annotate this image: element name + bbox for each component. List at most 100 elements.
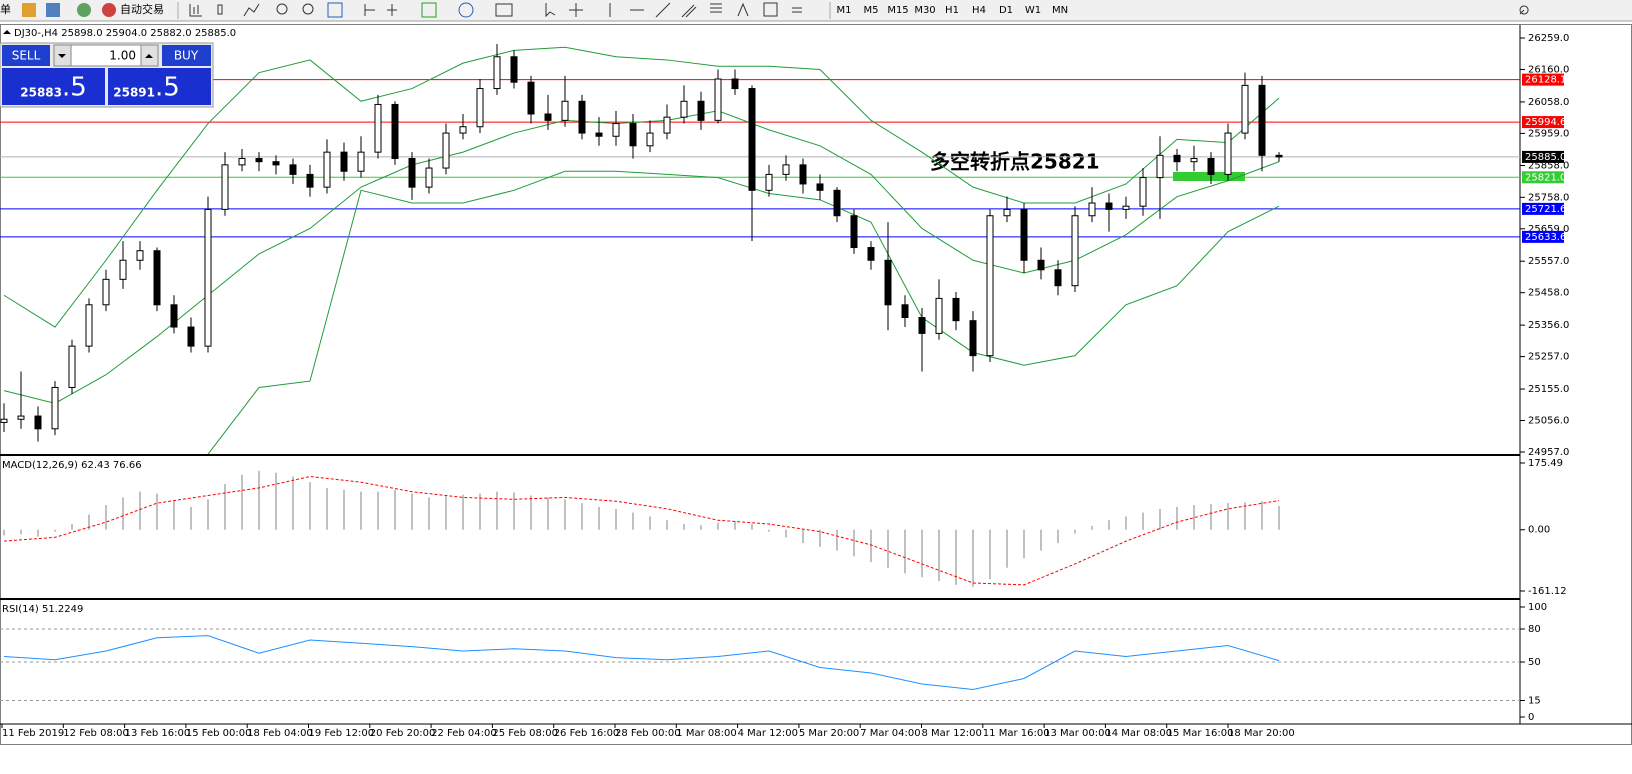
annotation: 多空转折点25821 <box>930 150 1100 174</box>
timeframes: M1 M5 M15 M30 H1 H4 D1 W1 MN <box>837 5 1069 16</box>
candle-body <box>578 100 586 134</box>
autotrade-icon[interactable] <box>102 3 116 17</box>
rsi-line <box>3 635 1280 691</box>
candle-body <box>306 173 314 188</box>
icon[interactable] <box>737 2 749 17</box>
layer <box>0 44 1283 454</box>
candle-body <box>527 81 535 115</box>
candle-body <box>1088 202 1096 217</box>
icon[interactable] <box>243 3 260 17</box>
candle-body <box>1275 154 1283 158</box>
autotrade-button[interactable]: 自动交易 <box>120 2 164 16</box>
layer <box>3 470 1280 587</box>
y-tick-label: 26058.0 <box>1528 97 1569 108</box>
candle-body <box>170 304 178 328</box>
timeframe-button[interactable]: M30 <box>914 5 935 16</box>
candle-body <box>1139 177 1147 207</box>
candle-body <box>1241 84 1249 134</box>
rsi-label: RSI(14) 51.2249 <box>2 604 83 615</box>
y-tick-label: 100 <box>1528 602 1547 613</box>
sell-label[interactable]: SELL <box>12 49 41 63</box>
y-tick-label: 25155.0 <box>1528 384 1569 395</box>
y-tick-label: 25758.0 <box>1528 192 1569 203</box>
timeframe-button[interactable]: M15 <box>887 5 908 16</box>
toolbar-icons <box>177 2 1529 19</box>
candle-body <box>884 259 892 306</box>
timeframe-button[interactable]: W1 <box>1025 5 1041 16</box>
timeframe-button[interactable]: M1 <box>837 5 852 16</box>
icon[interactable] <box>421 2 437 18</box>
icon[interactable] <box>495 3 513 17</box>
icon[interactable] <box>217 4 223 15</box>
sell-price-box[interactable] <box>2 68 105 105</box>
icon[interactable] <box>46 3 60 17</box>
level-label: 25885.0 <box>1525 152 1566 163</box>
x-tick-label: 13 Mar 00:00 <box>1044 728 1111 739</box>
icon[interactable] <box>458 2 474 18</box>
annotation-zone <box>1173 172 1245 181</box>
icon[interactable] <box>77 3 91 17</box>
y-tick-label: 25858.0 <box>1528 161 1569 172</box>
icon[interactable] <box>792 7 802 13</box>
menu-item[interactable]: 单 <box>0 3 11 16</box>
sell-button[interactable] <box>2 45 50 66</box>
candle-body <box>493 56 501 90</box>
timeframe-button[interactable]: MN <box>1052 5 1068 16</box>
candle-body <box>1224 132 1232 175</box>
candle-body <box>238 158 246 166</box>
candle-body <box>510 56 518 83</box>
y-tick-label: 25557.0 <box>1528 256 1569 267</box>
icon[interactable] <box>763 2 778 17</box>
x-tick-label: 11 Mar 16:00 <box>983 728 1050 739</box>
icon[interactable] <box>545 3 556 18</box>
lot-value[interactable]: 1.00 <box>109 49 136 63</box>
timeframe-button[interactable]: H4 <box>972 5 986 16</box>
timeframe-button[interactable]: H1 <box>945 5 959 16</box>
icon[interactable] <box>302 3 314 15</box>
candle-body <box>782 164 790 175</box>
candle-body <box>731 78 739 90</box>
y-tick-label: 26259.0 <box>1528 33 1569 44</box>
candle-body <box>1054 269 1062 287</box>
icon[interactable] <box>189 4 202 17</box>
timeframe-button[interactable]: M5 <box>864 5 879 16</box>
icon[interactable] <box>655 2 671 18</box>
level-label: 25994.6 <box>1525 117 1566 128</box>
candle-body <box>408 158 416 188</box>
icon[interactable] <box>276 3 288 15</box>
icon[interactable] <box>681 4 697 18</box>
buy-price[interactable]: 25891 <box>113 86 155 100</box>
candle-body <box>323 151 331 188</box>
candle-body <box>340 151 348 172</box>
search-icon[interactable] <box>1519 5 1529 15</box>
bollinger-band <box>3 110 1280 404</box>
layer: 26128.1 25994.6 25885.0 25821.0 25721.6 25633… <box>0 73 1566 243</box>
icon[interactable] <box>569 3 583 17</box>
timeframe-button[interactable]: D1 <box>999 5 1013 16</box>
candle-body <box>272 161 280 166</box>
candle-body <box>680 100 688 118</box>
icon[interactable] <box>710 3 722 13</box>
candle-body <box>0 418 8 423</box>
candle-body <box>1122 205 1130 210</box>
candle-body <box>544 113 552 121</box>
buy-pips[interactable]: .5 <box>155 73 180 103</box>
candle-body <box>255 158 263 163</box>
icon[interactable] <box>327 2 343 18</box>
icon[interactable] <box>387 4 397 16</box>
macd-signal <box>3 475 1280 586</box>
candle-body <box>51 386 59 430</box>
candle-body <box>136 250 144 261</box>
candle-body <box>799 164 807 185</box>
icon[interactable] <box>22 3 36 17</box>
x-tick-label: 12 Feb 08:00 <box>63 728 129 739</box>
icon[interactable] <box>364 4 375 16</box>
candle-body <box>459 126 467 134</box>
buy-price-box[interactable] <box>108 68 211 105</box>
toolbar <box>0 0 1632 21</box>
sell-pips[interactable]: .5 <box>62 73 87 103</box>
buy-button[interactable] <box>162 45 211 66</box>
buy-label[interactable]: BUY <box>174 49 199 63</box>
sell-price[interactable]: 25883 <box>20 86 62 100</box>
